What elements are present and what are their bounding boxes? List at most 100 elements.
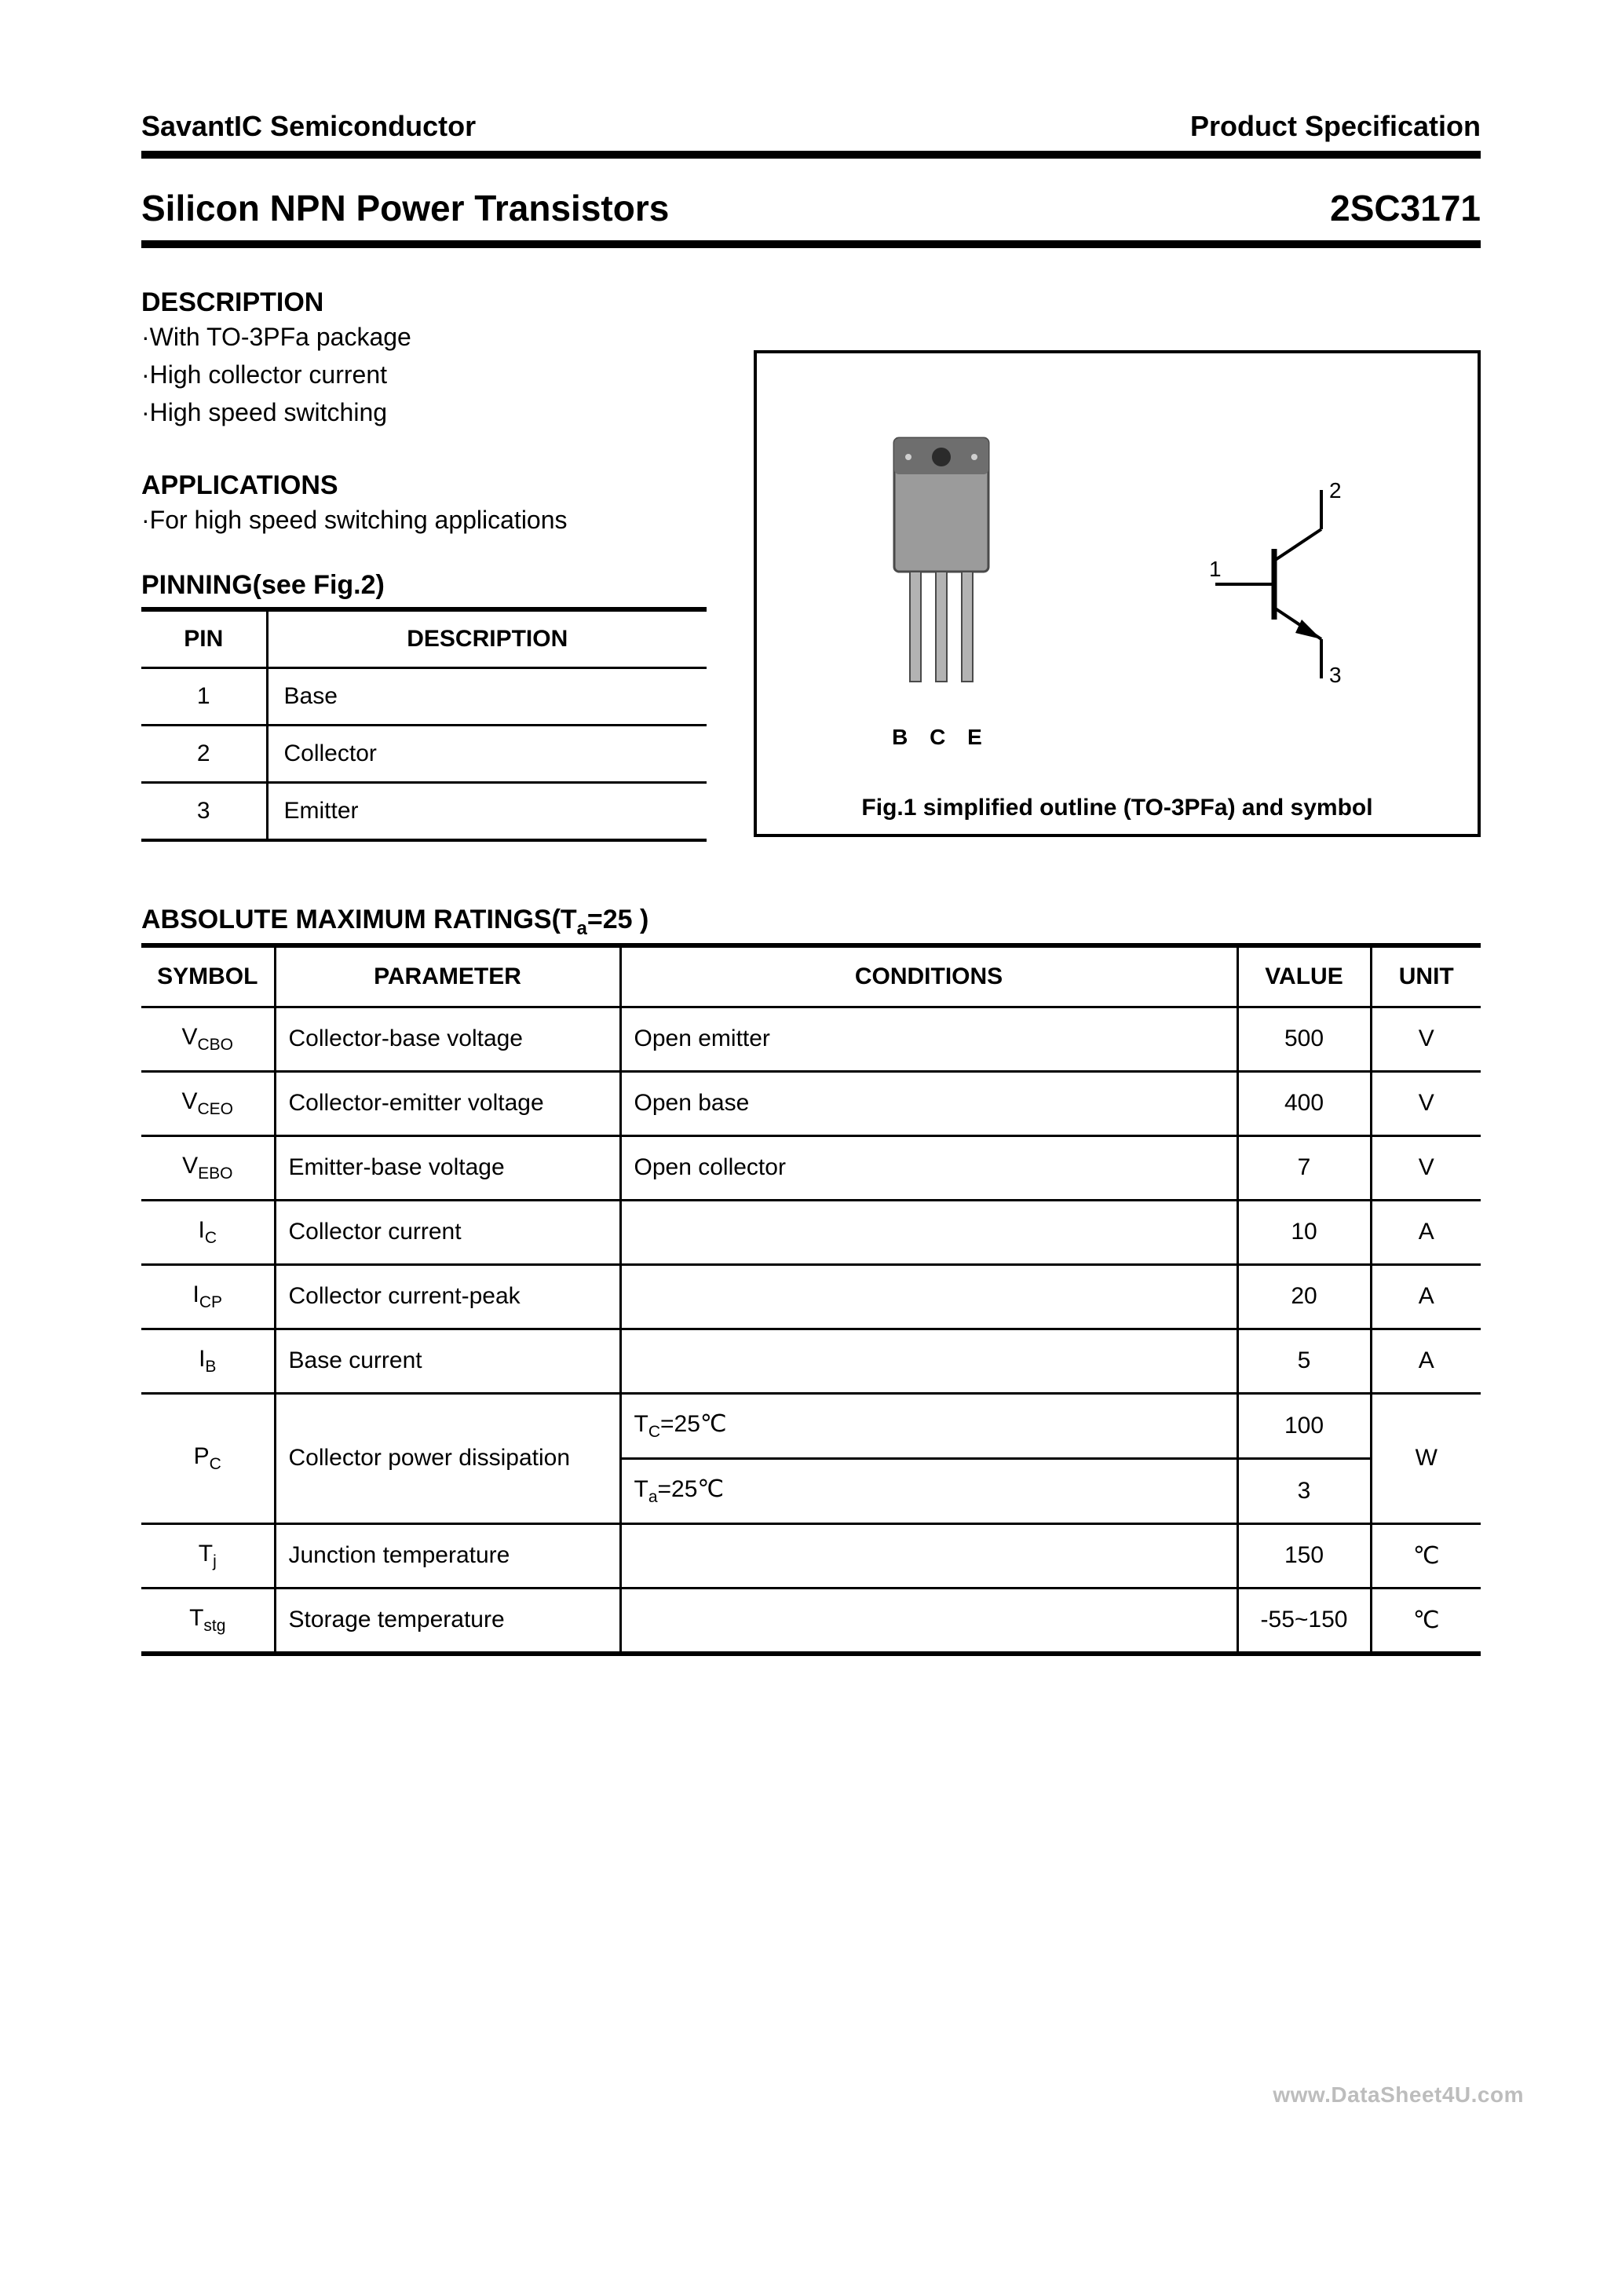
ratings-parameter: Junction temperature xyxy=(275,1523,620,1588)
ratings-symbol: VEBO xyxy=(141,1135,275,1200)
pin-desc: Base xyxy=(267,668,707,726)
ratings-conditions: TC=25℃ xyxy=(620,1393,1237,1458)
ratings-value: 3 xyxy=(1237,1458,1371,1523)
package-outline: B C E xyxy=(863,422,1020,750)
description-item-2: ·High speed switching xyxy=(141,393,707,431)
ratings-unit: W xyxy=(1371,1393,1481,1523)
ratings-symbol: IC xyxy=(141,1200,275,1264)
ratings-conditions: Open emitter xyxy=(620,1007,1237,1071)
pin-desc: Collector xyxy=(267,726,707,783)
symbol-pin-emitter: 3 xyxy=(1329,663,1342,687)
ratings-col-value: VALUE xyxy=(1237,945,1371,1007)
ratings-value: 7 xyxy=(1237,1135,1371,1200)
ratings-conditions: Ta=25℃ xyxy=(620,1458,1237,1523)
watermark: www.DataSheet4U.com xyxy=(1273,2082,1524,2108)
ratings-unit: ℃ xyxy=(1371,1588,1481,1654)
ratings-value: 150 xyxy=(1237,1523,1371,1588)
description-heading: DESCRIPTION xyxy=(141,287,707,318)
ratings-value: 100 xyxy=(1237,1393,1371,1458)
pinning-table: PIN DESCRIPTION 1 Base 2 Collector 3 Emi… xyxy=(141,607,707,842)
ratings-symbol: IB xyxy=(141,1329,275,1393)
table-row: ICCollector current 10A xyxy=(141,1200,1481,1264)
symbol-pin-base: 1 xyxy=(1209,557,1222,581)
ratings-header-row: SYMBOL PARAMETER CONDITIONS VALUE UNIT xyxy=(141,945,1481,1007)
ratings-parameter: Collector power dissipation xyxy=(275,1393,620,1523)
title-row: Silicon NPN Power Transistors 2SC3171 xyxy=(141,159,1481,239)
pin-number: 3 xyxy=(141,783,267,841)
ratings-conditions xyxy=(620,1264,1237,1329)
table-row: PCCollector power dissipationTC=25℃100W xyxy=(141,1393,1481,1458)
figure-box: B C E 1 2 xyxy=(754,350,1481,837)
package-icon xyxy=(863,422,1020,721)
doc-type: Product Specification xyxy=(1190,110,1481,143)
ratings-conditions: Open base xyxy=(620,1071,1237,1135)
ratings-value: -55~150 xyxy=(1237,1588,1371,1654)
table-row: VEBOEmitter-base voltageOpen collector7V xyxy=(141,1135,1481,1200)
pin-desc: Emitter xyxy=(267,783,707,841)
ratings-value: 400 xyxy=(1237,1071,1371,1135)
ratings-symbol: PC xyxy=(141,1393,275,1523)
ratings-parameter: Emitter-base voltage xyxy=(275,1135,620,1200)
ratings-unit: V xyxy=(1371,1135,1481,1200)
ratings-conditions xyxy=(620,1200,1237,1264)
ratings-unit: A xyxy=(1371,1329,1481,1393)
ratings-symbol: VCEO xyxy=(141,1071,275,1135)
npn-symbol-icon: 1 2 3 xyxy=(1200,466,1372,702)
title-rule xyxy=(141,240,1481,248)
ratings-conditions xyxy=(620,1329,1237,1393)
ratings-symbol: ICP xyxy=(141,1264,275,1329)
applications-item-0: ·For high speed switching applications xyxy=(141,501,707,539)
ratings-col-conditions: CONDITIONS xyxy=(620,945,1237,1007)
ratings-unit: A xyxy=(1371,1200,1481,1264)
ratings-value: 20 xyxy=(1237,1264,1371,1329)
ratings-unit: A xyxy=(1371,1264,1481,1329)
ratings-heading-prefix: ABSOLUTE MAXIMUM RATINGS(T xyxy=(141,905,577,934)
pinning-heading: PINNING(see Fig.2) xyxy=(141,570,707,601)
transistor-symbol: 1 2 3 xyxy=(1200,466,1372,706)
table-row: 1 Base xyxy=(141,668,707,726)
ratings-heading: ABSOLUTE MAXIMUM RATINGS(Ta=25 ) xyxy=(141,905,1481,940)
ratings-heading-suffix: =25 ) xyxy=(587,905,648,934)
ratings-heading-sub: a xyxy=(577,918,587,939)
ratings-unit: V xyxy=(1371,1007,1481,1071)
ratings-parameter: Collector-emitter voltage xyxy=(275,1071,620,1135)
ratings-value: 10 xyxy=(1237,1200,1371,1264)
ratings-unit: ℃ xyxy=(1371,1523,1481,1588)
pin-letters: B C E xyxy=(863,725,1020,750)
pinning-col-desc: DESCRIPTION xyxy=(267,609,707,668)
table-row: 3 Emitter xyxy=(141,783,707,841)
ratings-parameter: Collector current-peak xyxy=(275,1264,620,1329)
figure-caption: Fig.1 simplified outline (TO-3PFa) and s… xyxy=(773,795,1462,821)
ratings-symbol: Tstg xyxy=(141,1588,275,1654)
ratings-unit: V xyxy=(1371,1071,1481,1135)
pin-number: 2 xyxy=(141,726,267,783)
table-row: ICPCollector current-peak 20A xyxy=(141,1264,1481,1329)
table-row: VCBOCollector-base voltageOpen emitter50… xyxy=(141,1007,1481,1071)
product-title: Silicon NPN Power Transistors xyxy=(141,187,669,229)
ratings-parameter: Storage temperature xyxy=(275,1588,620,1654)
description-item-1: ·High collector current xyxy=(141,356,707,393)
ratings-conditions xyxy=(620,1523,1237,1588)
table-row: 2 Collector xyxy=(141,726,707,783)
symbol-pin-collector: 2 xyxy=(1329,478,1342,503)
table-row: TjJunction temperature 150℃ xyxy=(141,1523,1481,1588)
ratings-col-symbol: SYMBOL xyxy=(141,945,275,1007)
table-row: VCEOCollector-emitter voltageOpen base40… xyxy=(141,1071,1481,1135)
pinning-col-pin: PIN xyxy=(141,609,267,668)
part-number: 2SC3171 xyxy=(1330,187,1481,229)
header-rule xyxy=(141,151,1481,159)
ratings-col-unit: UNIT xyxy=(1371,945,1481,1007)
company-name: SavantIC Semiconductor xyxy=(141,110,476,143)
ratings-parameter: Collector-base voltage xyxy=(275,1007,620,1071)
applications-heading: APPLICATIONS xyxy=(141,470,707,501)
ratings-symbol: VCBO xyxy=(141,1007,275,1071)
ratings-symbol: Tj xyxy=(141,1523,275,1588)
ratings-parameter: Collector current xyxy=(275,1200,620,1264)
table-row: TstgStorage temperature -55~150℃ xyxy=(141,1588,1481,1654)
ratings-value: 500 xyxy=(1237,1007,1371,1071)
pin-number: 1 xyxy=(141,668,267,726)
ratings-parameter: Base current xyxy=(275,1329,620,1393)
ratings-col-parameter: PARAMETER xyxy=(275,945,620,1007)
ratings-conditions xyxy=(620,1588,1237,1654)
ratings-table: SYMBOL PARAMETER CONDITIONS VALUE UNIT V… xyxy=(141,943,1481,1656)
